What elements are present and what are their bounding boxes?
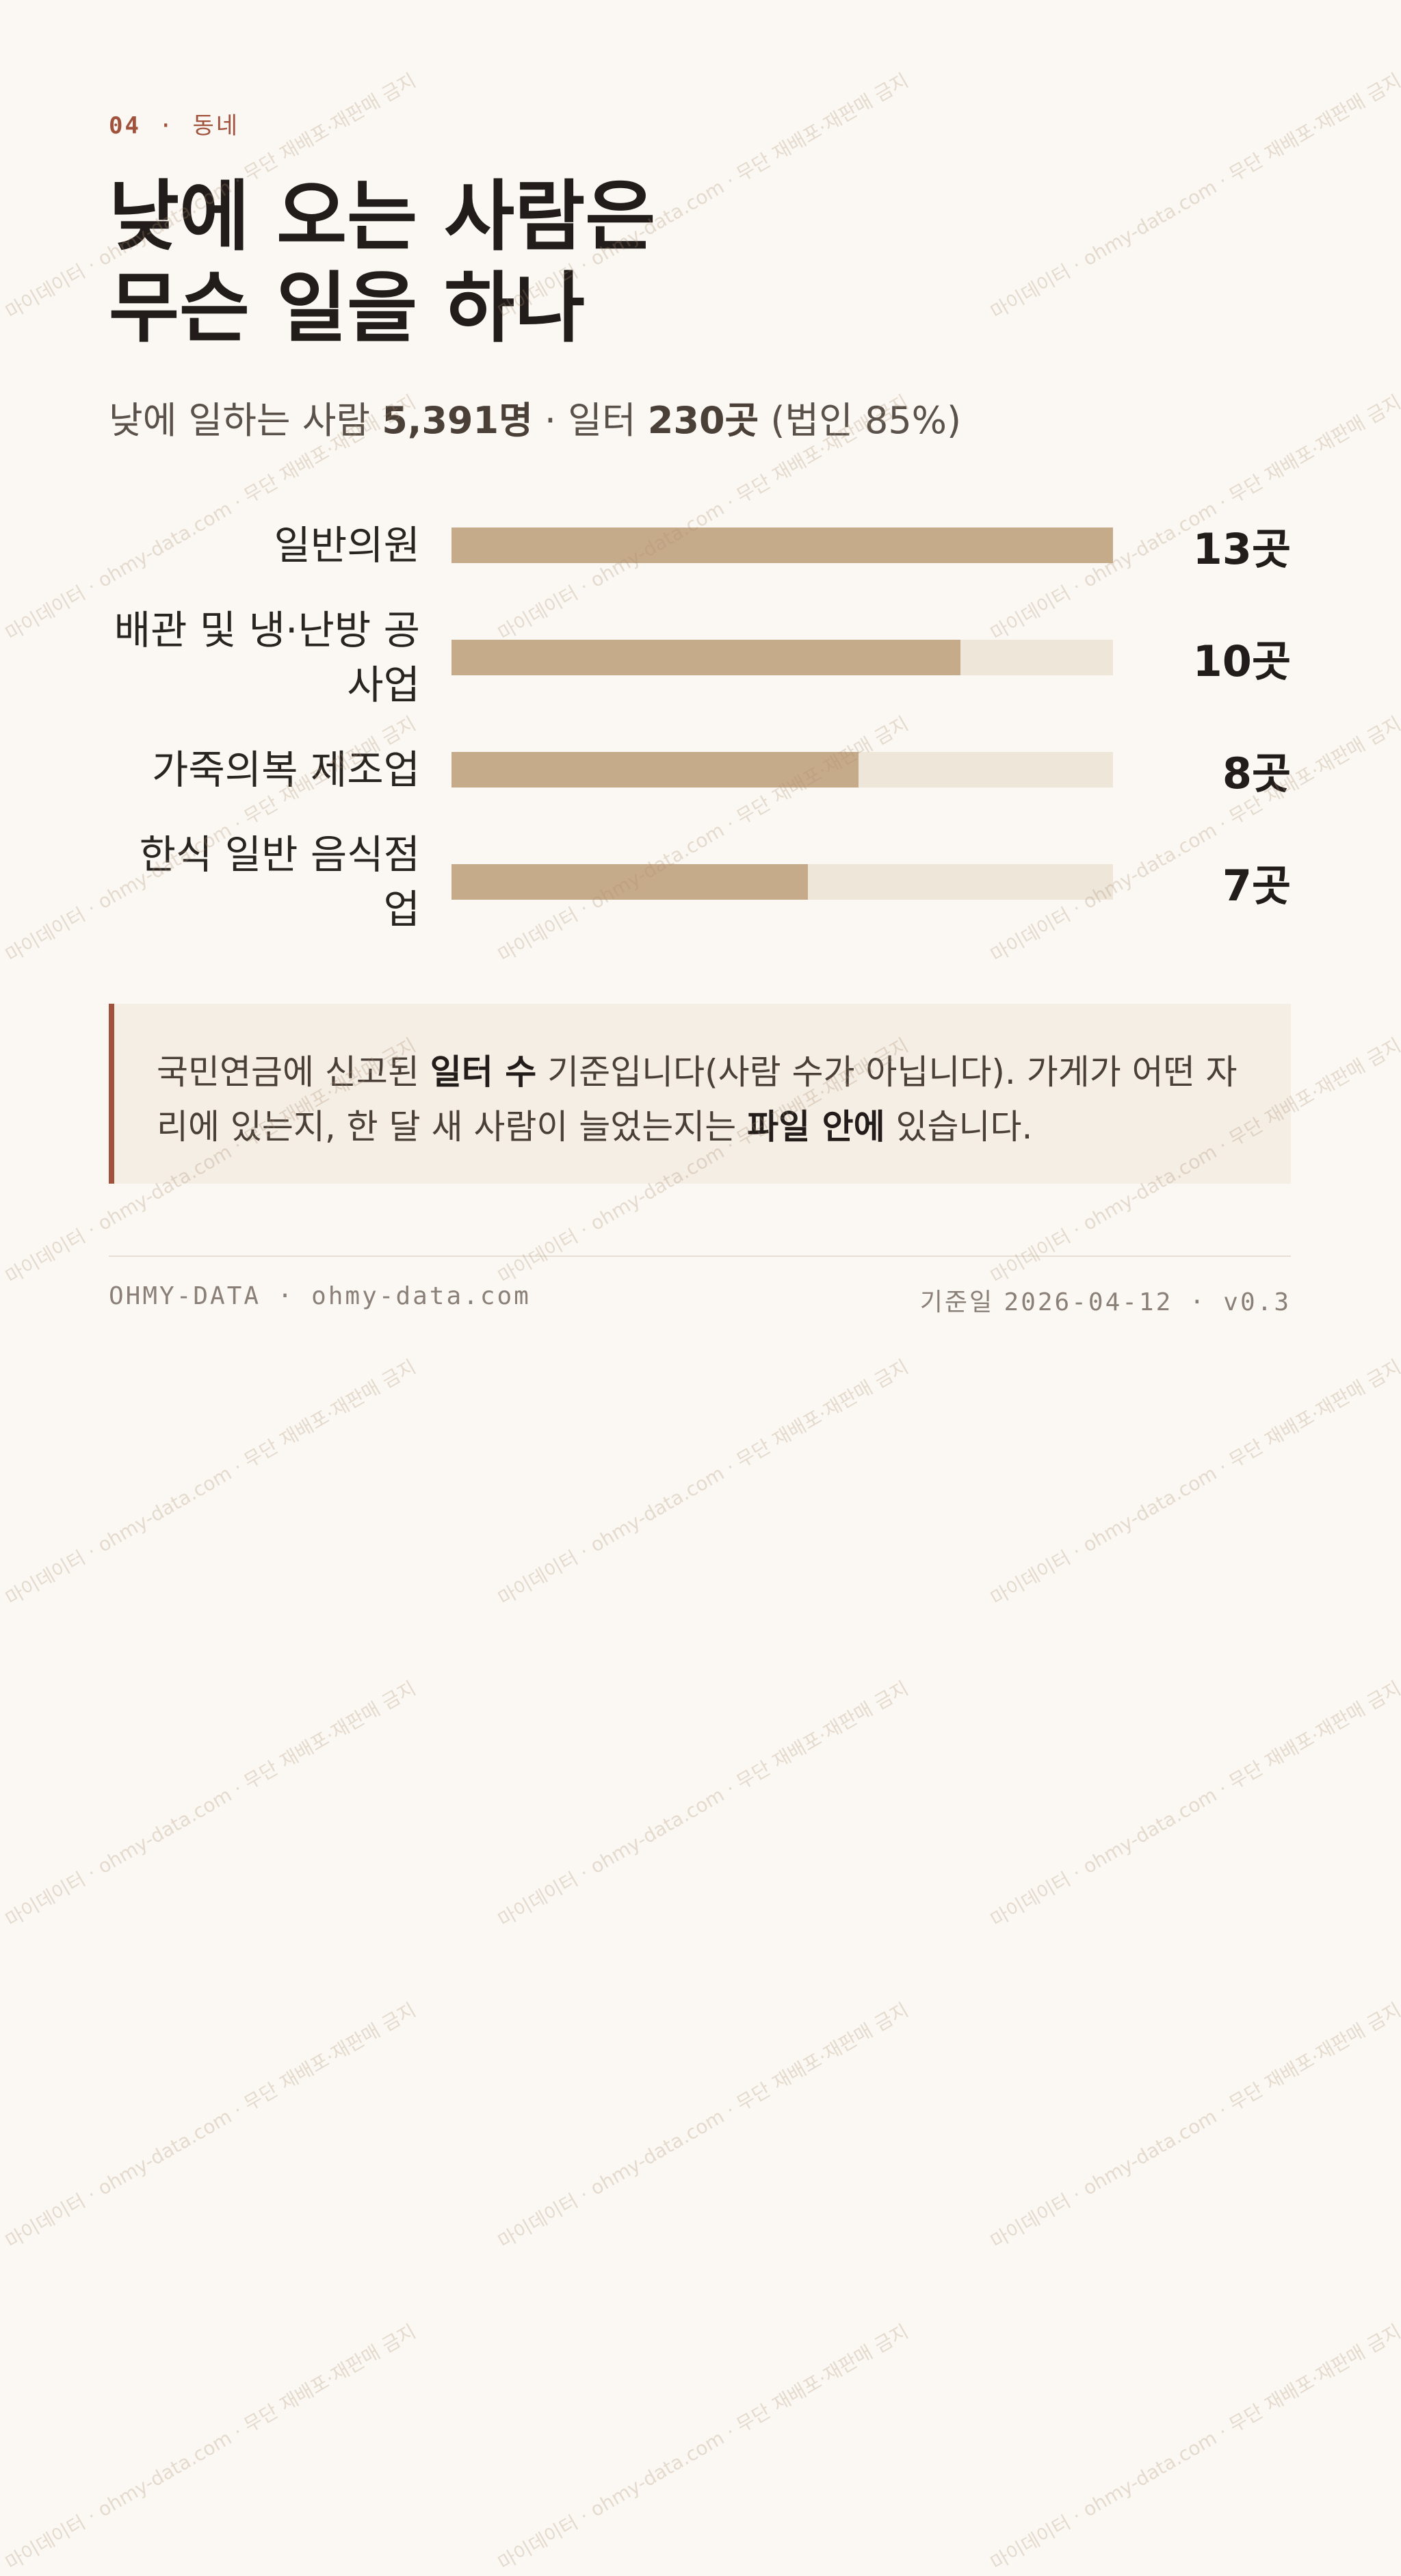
text-run: · 일터: [532, 399, 648, 442]
text-run: 국민연금에 신고된: [157, 1052, 430, 1092]
watermark: 마이데이터 · ohmy-data.com · 무단 재배포·재판매 금지: [493, 0, 913, 3]
bar: [451, 864, 808, 900]
title-line: 낮에 오는 사람은: [109, 172, 656, 261]
footer-rule: [109, 1256, 1291, 1257]
watermark: 마이데이터 · ohmy-data.com · 무단 재배포·재판매 금지: [986, 1355, 1401, 1610]
subtitle: 낮에 일하는 사람 5,391명 · 일터 230곳 (법인 85%): [109, 390, 961, 444]
watermark: 마이데이터 · ohmy-data.com · 무단 재배포·재판매 금지: [1, 2320, 420, 2575]
watermark: 마이데이터 · ohmy-data.com · 무단 재배포·재판매 금지: [1, 1677, 420, 1931]
kicker-separator: ·: [158, 112, 175, 140]
watermark: 마이데이터 · ohmy-data.com · 무단 재배포·재판매 금지: [1, 1355, 420, 1610]
watermark: 마이데이터 · ohmy-data.com · 무단 재배포·재판매 금지: [0, 0, 421, 3]
watermark: 마이데이터 · ohmy-data.com · 무단 재배포·재판매 금지: [494, 1355, 913, 1610]
watermark: 마이데이터 · ohmy-data.com · 무단 재배포·재판매 금지: [986, 1999, 1401, 2253]
title-line: 무슨 일을 하나: [109, 264, 586, 353]
kicker: 04 · 동네: [109, 107, 257, 140]
watermark: 마이데이터 · ohmy-data.com · 무단 재배포·재판매 금지: [494, 2320, 913, 2575]
watermark: 마이데이터 · ohmy-data.com · 무단 재배포·재판매 금지: [1, 1999, 420, 2253]
category-label: 일반의원: [274, 522, 420, 569]
category-label: 한식 일반 음식점업: [139, 831, 420, 933]
watermark: 마이데이터 · ohmy-data.com · 무단 재배포·재판매 금지: [494, 712, 913, 967]
footer-right: 기준일 2026-04-12 · v0.3: [920, 1282, 1291, 1318]
watermark: 마이데이터 · ohmy-data.com · 무단 재배포·재판매 금지: [986, 69, 1401, 324]
text-run: 있습니다.: [885, 1107, 1033, 1147]
title: 낮에 오는 사람은 무슨 일을 하나: [109, 171, 655, 354]
kicker-section: 동네: [192, 112, 239, 140]
bold-run: 일터 수: [430, 1052, 537, 1092]
kicker-number: 04: [109, 112, 141, 140]
text-run: 기준입니다(사람 수가 아닙니다). 가게가 어떤 자리에 있는지, 한 달 새…: [157, 1052, 1238, 1147]
bar: [451, 752, 859, 788]
bold-run: 파일 안에: [747, 1107, 885, 1147]
bold-run: 230곳: [647, 399, 759, 442]
watermark: 마이데이터 · ohmy-data.com · 무단 재배포·재판매 금지: [986, 1677, 1401, 1931]
watermark: 마이데이터 · ohmy-data.com · 무단 재배포·재판매 금지: [494, 1677, 913, 1931]
watermark: 마이데이터 · ohmy-data.com · 무단 재배포·재판매 금지: [986, 2320, 1401, 2575]
bar: [451, 640, 960, 675]
note: 국민연금에 신고된 일터 수 기준입니다(사람 수가 아닙니다). 가게가 어떤…: [109, 1004, 1291, 1184]
watermark: 마이데이터 · ohmy-data.com · 무단 재배포·재판매 금지: [494, 1999, 913, 2253]
bar: [451, 528, 1113, 563]
value-label: 13곳: [1192, 524, 1291, 574]
text-run: (법인 85%): [759, 399, 962, 442]
value-label: 10곳: [1192, 636, 1291, 686]
date: 2026-04-12 · v0.3: [1004, 1288, 1291, 1316]
bold-run: 5,391명: [382, 399, 533, 442]
watermark: 마이데이터 · ohmy-data.com · 무단 재배포·재판매 금지: [986, 712, 1401, 967]
text-run: 낮에 일하는 사람: [109, 399, 382, 442]
value-label: 7곳: [1222, 861, 1291, 911]
value-label: 8곳: [1222, 749, 1291, 798]
footer-left: OHMY-DATA · ohmy-data.com: [109, 1282, 531, 1310]
date-label: 기준일: [919, 1288, 995, 1316]
category-label: 가죽의복 제조업: [152, 746, 420, 793]
watermark: 마이데이터 · ohmy-data.com · 무단 재배포·재판매 금지: [985, 0, 1401, 3]
category-label: 배관 및 냉·난방 공사업: [114, 607, 420, 708]
